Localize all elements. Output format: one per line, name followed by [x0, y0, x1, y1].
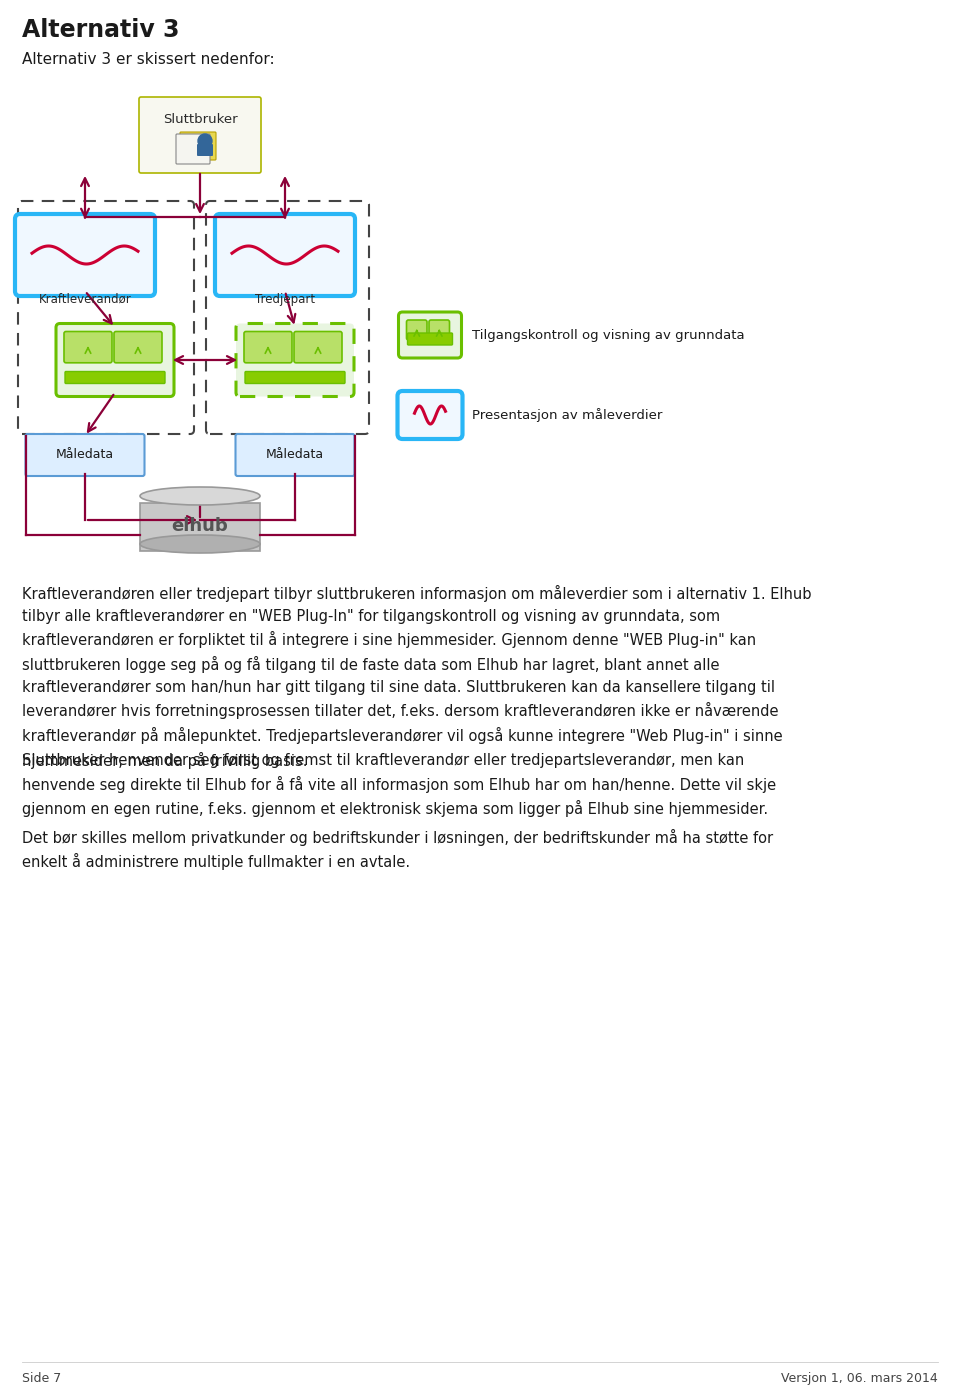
- FancyBboxPatch shape: [294, 331, 342, 363]
- FancyBboxPatch shape: [176, 134, 210, 163]
- FancyBboxPatch shape: [26, 434, 145, 476]
- FancyBboxPatch shape: [139, 96, 261, 173]
- FancyBboxPatch shape: [397, 391, 463, 438]
- Ellipse shape: [140, 487, 260, 505]
- FancyBboxPatch shape: [245, 371, 345, 384]
- Bar: [140, 503, 260, 551]
- FancyBboxPatch shape: [215, 214, 355, 296]
- Text: Versjon 1, 06. mars 2014: Versjon 1, 06. mars 2014: [781, 1372, 938, 1385]
- FancyBboxPatch shape: [407, 334, 452, 345]
- FancyBboxPatch shape: [429, 320, 449, 341]
- Text: Det bør skilles mellom privatkunder og bedriftskunder i løsningen, der bedriftsk: Det bør skilles mellom privatkunder og b…: [22, 828, 773, 870]
- Ellipse shape: [140, 535, 260, 553]
- FancyBboxPatch shape: [65, 371, 165, 384]
- Text: Kraftleverandøren eller tredjepart tilbyr sluttbrukeren informasjon om måleverdi: Kraftleverandøren eller tredjepart tilby…: [22, 585, 811, 769]
- FancyBboxPatch shape: [197, 144, 213, 156]
- Text: elhub: elhub: [172, 517, 228, 535]
- FancyBboxPatch shape: [64, 331, 112, 363]
- Text: Alternativ 3 er skissert nedenfor:: Alternativ 3 er skissert nedenfor:: [22, 52, 275, 67]
- FancyBboxPatch shape: [398, 311, 462, 357]
- Text: Alternativ 3: Alternativ 3: [22, 18, 180, 42]
- Text: Måledata: Måledata: [56, 448, 114, 462]
- Text: Sluttbruker: Sluttbruker: [162, 113, 237, 126]
- FancyBboxPatch shape: [235, 434, 354, 476]
- Text: Kraftleverandør: Kraftleverandør: [38, 293, 132, 306]
- FancyBboxPatch shape: [406, 320, 427, 341]
- Text: Side 7: Side 7: [22, 1372, 61, 1385]
- Text: Måledata: Måledata: [266, 448, 324, 462]
- Text: Tredjepart: Tredjepart: [255, 293, 315, 306]
- Text: Presentasjon av måleverdier: Presentasjon av måleverdier: [471, 408, 661, 422]
- FancyBboxPatch shape: [244, 331, 292, 363]
- FancyBboxPatch shape: [15, 214, 155, 296]
- Text: Sluttbruker henvender seg først og fremst til kraftleverandør eller tredjepartsl: Sluttbruker henvender seg først og frems…: [22, 752, 776, 818]
- Circle shape: [198, 134, 212, 148]
- FancyBboxPatch shape: [114, 331, 162, 363]
- FancyBboxPatch shape: [236, 324, 354, 396]
- Text: Tilgangskontroll og visning av grunndata: Tilgangskontroll og visning av grunndata: [471, 328, 744, 342]
- FancyBboxPatch shape: [56, 324, 174, 396]
- FancyBboxPatch shape: [180, 133, 216, 161]
